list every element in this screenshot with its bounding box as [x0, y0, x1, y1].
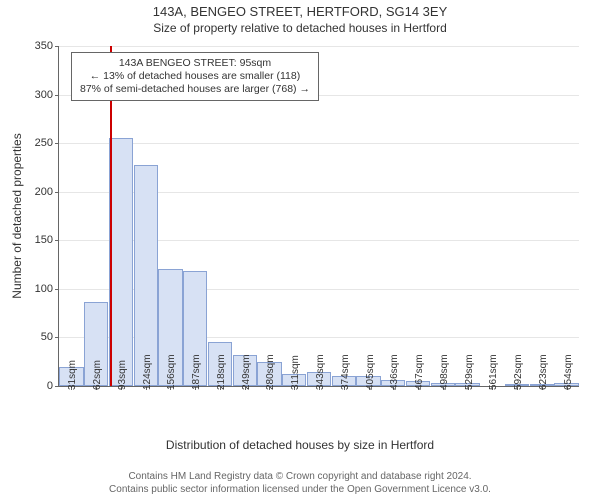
- footer-line-1: Contains HM Land Registry data © Crown c…: [0, 471, 600, 484]
- footer: Contains HM Land Registry data © Crown c…: [0, 471, 600, 496]
- info-line-2: ← 13% of detached houses are smaller (11…: [80, 70, 310, 83]
- y-tick-label: 50: [41, 331, 53, 343]
- chart-subtitle: Size of property relative to detached ho…: [0, 21, 600, 35]
- x-tick-label: 623sqm: [538, 354, 549, 390]
- x-tick-label: 218sqm: [216, 354, 227, 390]
- x-tick-label: 62sqm: [92, 360, 103, 390]
- y-tick-label: 350: [35, 40, 53, 52]
- x-tick-label: 498sqm: [439, 354, 450, 390]
- y-tick: [55, 143, 59, 144]
- x-tick-label: 249sqm: [241, 354, 252, 390]
- x-tick-label: 311sqm: [290, 355, 301, 390]
- footer-line-2: Contains public sector information licen…: [0, 484, 600, 497]
- y-tick: [55, 289, 59, 290]
- info-line-3: 87% of semi-detached houses are larger (…: [80, 83, 310, 96]
- x-tick-label: 592sqm: [513, 354, 524, 390]
- y-tick: [55, 386, 59, 387]
- x-tick-label: 156sqm: [166, 354, 177, 390]
- chart-title: 143A, BENGEO STREET, HERTFORD, SG14 3EY: [0, 4, 600, 19]
- y-tick: [55, 95, 59, 96]
- x-tick-label: 654sqm: [563, 354, 574, 390]
- y-axis-label: Number of detached properties: [10, 133, 24, 298]
- y-tick: [55, 240, 59, 241]
- x-tick-label: 467sqm: [414, 354, 425, 390]
- y-tick-label: 300: [35, 89, 53, 101]
- x-tick-label: 343sqm: [315, 354, 326, 390]
- y-tick: [55, 337, 59, 338]
- x-tick-label: 436sqm: [389, 354, 400, 390]
- x-tick-label: 93sqm: [117, 360, 128, 390]
- chart-container: 143A, BENGEO STREET, HERTFORD, SG14 3EY …: [0, 0, 600, 500]
- x-axis-label: Distribution of detached houses by size …: [0, 438, 600, 452]
- y-tick: [55, 46, 59, 47]
- x-tick-label: 561sqm: [488, 354, 499, 390]
- y-tick: [55, 192, 59, 193]
- grid-line: [59, 46, 579, 47]
- x-tick-label: 405sqm: [365, 354, 376, 390]
- plot-area: 05010015020025030035031sqm62sqm93sqm124s…: [58, 46, 579, 387]
- y-tick-label: 0: [47, 380, 53, 392]
- y-tick-label: 100: [35, 283, 53, 295]
- x-tick-label: 31sqm: [67, 360, 78, 390]
- y-tick-label: 200: [35, 186, 53, 198]
- x-tick-label: 374sqm: [340, 354, 351, 390]
- x-tick-label: 529sqm: [464, 354, 475, 390]
- grid-line: [59, 143, 579, 144]
- bar: [134, 165, 158, 386]
- info-box: 143A BENGEO STREET: 95sqm ← 13% of detac…: [71, 52, 319, 101]
- y-tick-label: 250: [35, 137, 53, 149]
- x-tick-label: 124sqm: [142, 354, 153, 390]
- info-line-1: 143A BENGEO STREET: 95sqm: [80, 57, 310, 70]
- x-tick-label: 280sqm: [265, 354, 276, 390]
- x-tick-label: 187sqm: [191, 354, 202, 390]
- y-tick-label: 150: [35, 234, 53, 246]
